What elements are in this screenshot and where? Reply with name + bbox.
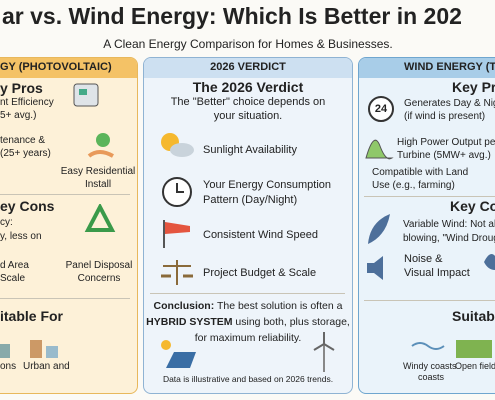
divider <box>150 293 345 294</box>
recycle-icon <box>84 204 116 232</box>
con-text: Noise & <box>404 253 443 265</box>
houses-icon <box>0 340 58 358</box>
con-text: y, less on <box>0 231 42 242</box>
scale-icon <box>161 260 193 285</box>
verdict-heading: 2026 VERDICT <box>210 61 286 73</box>
subtitle: A Clean Energy Comparison for Homes & Bu… <box>103 37 393 51</box>
pro-text: (25+ years) <box>0 148 51 159</box>
pro-text: Turbine (5MW+ avg.) <box>397 150 491 161</box>
suitable-text: Windy coasts <box>403 361 457 371</box>
factor: Consistent Wind Speed <box>203 229 318 241</box>
title: ar vs. Wind Energy: Which Is Better in 2… <box>2 3 462 29</box>
con-text: Concerns <box>77 273 121 284</box>
divider <box>0 194 130 195</box>
output-chart-icon <box>365 139 394 160</box>
factor: Pattern (Day/Night) <box>203 194 298 206</box>
con-text: Variable Wind: Not alw <box>403 219 495 230</box>
intro: The "Better" choice depends on <box>170 96 326 108</box>
pro-text: Install <box>84 179 112 190</box>
suitable-text: ons <box>0 361 17 372</box>
solar-panel-icon <box>161 340 196 368</box>
conclusion-label: Conclusion: <box>153 300 215 312</box>
con-text: Panel Disposal <box>65 260 133 271</box>
con-text: Visual Impact <box>404 267 470 279</box>
clock-24-icon <box>368 96 394 122</box>
intro: your situation. <box>213 110 283 122</box>
pro-text: 5+ avg.) <box>0 110 37 121</box>
inverter-icon <box>73 83 99 107</box>
conclusion: Conclusion: The best solution is often a <box>154 300 343 312</box>
con-text: blowing, "Wind Drough <box>403 233 495 244</box>
pro-text: tenance & <box>0 135 46 146</box>
pro-text: High Power Output per <box>397 137 495 148</box>
hand-icon <box>87 133 114 158</box>
feather-icon <box>368 214 390 244</box>
pro-text: Use (e.g., farming) <box>372 180 455 191</box>
pro-text: (if wind is present) <box>404 111 486 122</box>
con-text: cy: <box>0 217 13 228</box>
con-text: Scale <box>0 273 26 284</box>
footnote: Data is illustrative and based on 2026 t… <box>162 374 334 384</box>
solar-panel <box>0 57 138 394</box>
solar-heading: GY (PHOTOVOLTAIC) <box>0 61 112 73</box>
factor: Sunlight Availability <box>203 144 297 156</box>
pro-text: Generates Day & Nigh <box>404 98 495 109</box>
icon-label: 24 <box>374 103 388 115</box>
sun-icon <box>161 133 194 157</box>
section-heading: Key Con <box>450 198 495 214</box>
conclusion-emphasis: HYBRID SYSTEM <box>146 316 233 328</box>
factor: Project Budget & Scale <box>203 267 317 279</box>
section-heading: ey Cons <box>0 198 55 214</box>
conclusion-text: using both, plus storage, <box>232 316 350 328</box>
landscape-icon <box>411 340 492 358</box>
pro-text: nt Efficiency <box>0 97 54 108</box>
suitable-text: Open fields <box>455 361 495 371</box>
panel-header <box>0 58 137 78</box>
conclusion-text: The best solution is often a <box>214 300 343 312</box>
panel-header <box>359 58 495 78</box>
section-heading: y Pros <box>0 80 43 96</box>
con-text: d Area <box>0 260 29 271</box>
section-heading: Suitable <box>452 308 495 324</box>
windsock-icon <box>163 220 190 248</box>
factor: Your Energy Consumption <box>203 179 332 191</box>
section-heading: itable For <box>0 308 64 324</box>
speaker-icon <box>367 256 383 280</box>
panel-header <box>144 58 352 78</box>
pro-text: Easy Residential <box>60 166 136 177</box>
divider <box>364 300 495 301</box>
wind-heading: WIND ENERGY (T <box>404 61 495 73</box>
conclusion: for maximum reliability. <box>194 332 302 344</box>
suitable-text: Urban and <box>23 361 70 372</box>
turbine-icon <box>313 332 335 372</box>
divider <box>0 298 130 299</box>
suitable-text: coasts <box>418 372 445 382</box>
section-heading: Key Pro <box>452 79 495 95</box>
pro-text: Compatible with Land <box>372 167 469 178</box>
verdict-title: The 2026 Verdict <box>192 79 304 95</box>
bird-icon <box>484 254 495 270</box>
clock-icon <box>162 177 192 207</box>
conclusion: HYBRID SYSTEM using both, plus storage, <box>146 316 350 328</box>
divider <box>364 196 495 197</box>
